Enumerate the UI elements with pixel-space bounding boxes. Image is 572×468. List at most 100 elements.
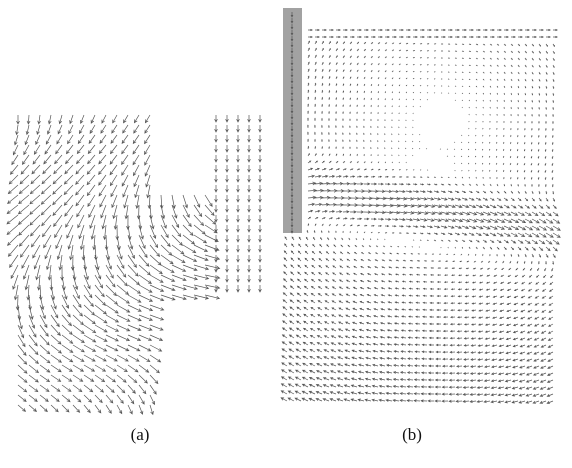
- vector-arrow: [150, 355, 161, 362]
- vector-arrow: [531, 156, 532, 158]
- vector-arrow: [172, 275, 186, 281]
- vector-arrow: [378, 78, 379, 79]
- vector-arrow: [340, 252, 343, 254]
- vector-arrow: [53, 185, 62, 194]
- vector-arrow: [150, 325, 163, 330]
- vector-arrow: [489, 156, 490, 157]
- vector-arrow: [430, 302, 434, 304]
- vector-arrow: [553, 205, 556, 208]
- vector-arrow: [450, 365, 455, 367]
- vector-arrow: [421, 386, 427, 388]
- vector-arrow: [444, 288, 448, 289]
- vector-arrow: [533, 394, 539, 396]
- vector-arrow: [483, 198, 487, 200]
- vector-arrow: [331, 364, 336, 366]
- vector-arrow: [359, 343, 364, 345]
- vector-arrow: [226, 205, 229, 212]
- vector-arrow: [343, 154, 344, 156]
- vector-arrow: [322, 29, 326, 31]
- vector-arrow: [123, 115, 128, 123]
- vector-arrow: [429, 351, 434, 353]
- vector-arrow: [521, 331, 525, 333]
- vector-arrow: [532, 240, 537, 244]
- vector-arrow: [237, 165, 240, 172]
- vector-arrow: [128, 335, 140, 341]
- vector-arrow: [420, 191, 425, 193]
- vector-arrow: [545, 177, 546, 179]
- vector-arrow: [448, 36, 452, 38]
- vector-arrow: [106, 275, 115, 287]
- vector-arrow: [531, 261, 532, 263]
- vector-arrow: [322, 168, 326, 170]
- vector-arrow: [307, 132, 308, 135]
- vector-arrow: [472, 324, 476, 326]
- vector-arrow: [329, 168, 333, 170]
- vector-arrow: [548, 373, 553, 375]
- vector-arrow: [547, 387, 553, 390]
- vector-arrow: [343, 98, 344, 100]
- vector-arrow: [490, 205, 496, 208]
- vector-arrow: [448, 58, 449, 59]
- vector-arrow: [505, 401, 511, 403]
- vector-arrow: [416, 295, 420, 296]
- vector-arrow: [470, 393, 476, 395]
- vector-arrow: [552, 128, 553, 130]
- vector-arrow: [42, 185, 51, 194]
- vector-arrow: [288, 384, 294, 387]
- vector-arrow: [259, 255, 262, 262]
- vector-arrow: [427, 233, 430, 234]
- vector-arrow: [352, 378, 357, 380]
- vector-arrow: [496, 156, 497, 157]
- vector-arrow: [450, 358, 455, 360]
- vector-arrow: [283, 286, 287, 289]
- vector-arrow: [420, 212, 428, 215]
- vector-arrow: [504, 58, 505, 59]
- vector-arrow: [315, 29, 319, 31]
- vector-arrow: [371, 155, 372, 156]
- vector-arrow: [364, 84, 365, 86]
- vector-arrow: [464, 365, 469, 367]
- vector-arrow: [425, 254, 427, 255]
- vector-arrow: [434, 184, 437, 185]
- vector-arrow: [427, 212, 435, 215]
- vector-arrow: [511, 44, 513, 45]
- vector-arrow: [545, 268, 546, 271]
- vector-arrow: [457, 365, 462, 367]
- vector-arrow: [351, 399, 357, 401]
- vector-arrow: [315, 196, 323, 199]
- vector-arrow: [248, 215, 251, 222]
- vector-arrow: [541, 352, 546, 354]
- vector-arrow: [161, 275, 175, 281]
- vector-arrow: [19, 185, 29, 194]
- vector-arrow: [451, 323, 455, 325]
- vector-arrow: [378, 134, 379, 135]
- vector-arrow: [493, 296, 497, 297]
- vector-arrow: [342, 238, 343, 240]
- vector-arrow: [345, 364, 350, 366]
- vector-arrow: [475, 254, 476, 255]
- vector-arrow: [375, 260, 378, 261]
- vector-arrow: [549, 296, 553, 298]
- vector-arrow: [139, 365, 149, 372]
- vector-arrow: [399, 29, 403, 31]
- vector-arrow: [427, 205, 435, 208]
- vector-arrow: [492, 345, 497, 347]
- vector-arrow: [297, 328, 301, 331]
- vector-arrow: [455, 184, 457, 185]
- vector-arrow: [343, 140, 344, 142]
- vector-arrow: [331, 350, 336, 352]
- vector-arrow: [441, 219, 448, 222]
- vector-arrow: [553, 219, 560, 223]
- vector-arrow: [378, 218, 383, 220]
- vector-arrow: [295, 391, 301, 394]
- vector-arrow: [553, 191, 554, 194]
- vector-arrow: [510, 261, 511, 263]
- vector-arrow: [476, 191, 479, 193]
- vector-arrow: [497, 226, 504, 229]
- vector-arrow: [237, 185, 240, 192]
- vector-arrow: [448, 191, 452, 193]
- vector-arrow: [315, 76, 316, 79]
- vector-arrow: [402, 323, 406, 325]
- vector-arrow: [385, 85, 386, 86]
- vector-arrow: [504, 65, 505, 66]
